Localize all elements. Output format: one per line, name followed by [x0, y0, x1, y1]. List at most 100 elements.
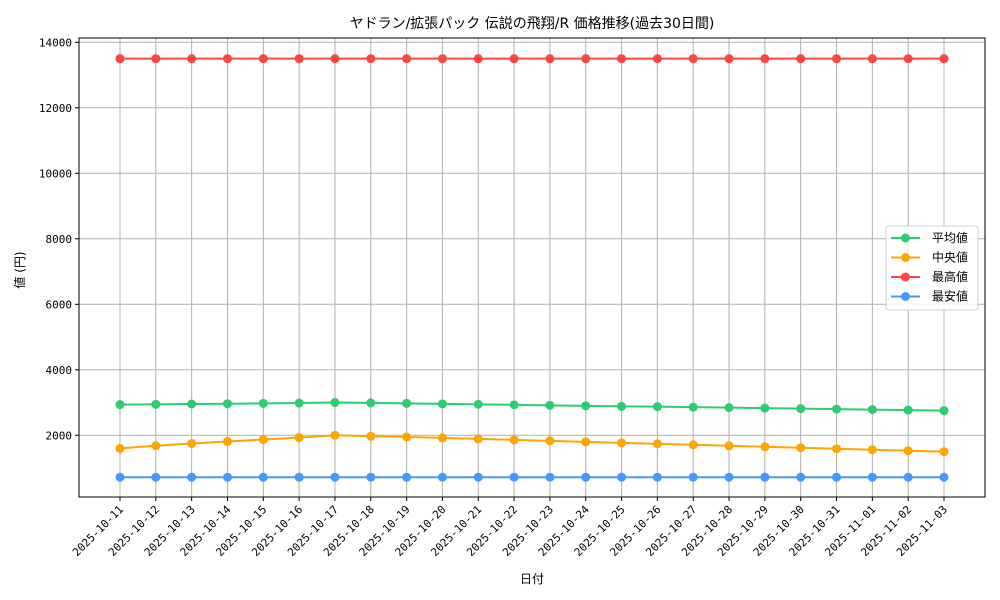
x-axis-ticks: 2025-10-112025-10-122025-10-132025-10-14…	[70, 497, 950, 559]
data-point	[688, 472, 698, 482]
data-point	[867, 405, 877, 415]
data-point	[151, 399, 161, 409]
legend-marker-icon	[901, 233, 910, 243]
data-point	[258, 54, 268, 64]
data-point	[222, 472, 232, 482]
data-point	[509, 472, 519, 482]
data-point	[545, 436, 555, 446]
data-point	[688, 402, 698, 412]
series-line	[115, 54, 949, 64]
legend-item: 平均値	[891, 230, 968, 245]
data-point	[903, 405, 913, 415]
data-point	[187, 54, 197, 64]
data-point	[939, 447, 949, 457]
y-tick-label: 8000	[46, 233, 73, 246]
data-point	[473, 434, 483, 444]
data-point	[473, 54, 483, 64]
data-point	[796, 54, 806, 64]
data-point	[294, 398, 304, 408]
legend-item: 最安値	[891, 289, 968, 304]
data-point	[330, 472, 340, 482]
data-point	[187, 472, 197, 482]
data-point	[473, 472, 483, 482]
legend-marker-icon	[901, 292, 910, 301]
data-point	[652, 402, 662, 412]
y-axis-ticks: 2000 4000 6000 8000 10000 12000 14000	[39, 36, 79, 442]
data-point	[187, 399, 197, 409]
data-point	[903, 54, 913, 64]
data-point	[115, 443, 125, 453]
data-point	[939, 54, 949, 64]
series-line	[115, 472, 949, 482]
data-point	[760, 54, 770, 64]
data-series	[115, 54, 949, 482]
data-point	[581, 472, 591, 482]
data-point	[473, 399, 483, 409]
legend-label: 中央値	[932, 250, 968, 265]
data-point	[545, 54, 555, 64]
data-point	[903, 472, 913, 482]
y-tick-label: 2000	[46, 429, 73, 442]
data-point	[294, 54, 304, 64]
data-point	[115, 54, 125, 64]
data-point	[437, 472, 447, 482]
data-point	[652, 439, 662, 449]
data-point	[617, 438, 627, 448]
data-point	[402, 432, 412, 442]
y-tick-label: 4000	[46, 364, 73, 377]
data-point	[222, 54, 232, 64]
data-point	[688, 54, 698, 64]
data-point	[724, 441, 734, 451]
data-point	[402, 54, 412, 64]
data-point	[222, 437, 232, 447]
x-axis-label: 日付	[520, 572, 544, 586]
y-tick-label: 14000	[39, 36, 72, 49]
data-point	[115, 472, 125, 482]
legend-marker-icon	[901, 253, 910, 262]
legend-marker-icon	[901, 272, 910, 282]
data-point	[366, 398, 376, 408]
data-point	[617, 54, 627, 64]
y-axis-label: 値 (円)	[12, 251, 27, 288]
data-point	[509, 435, 519, 445]
data-point	[832, 472, 842, 482]
data-point	[402, 398, 412, 408]
data-point	[760, 442, 770, 452]
data-point	[760, 472, 770, 482]
data-point	[581, 401, 591, 411]
data-point	[151, 441, 161, 451]
data-point	[867, 472, 877, 482]
y-tick-label: 12000	[39, 102, 72, 115]
grid-lines	[79, 38, 985, 497]
legend-label: 最高値	[932, 269, 968, 284]
data-point	[832, 444, 842, 454]
legend-item: 最高値	[891, 269, 968, 284]
data-point	[688, 440, 698, 450]
data-point	[617, 401, 627, 411]
data-point	[437, 54, 447, 64]
data-point	[545, 472, 555, 482]
legend-box	[885, 225, 979, 311]
data-point	[867, 54, 877, 64]
data-point	[151, 54, 161, 64]
data-point	[330, 54, 340, 64]
data-point	[187, 438, 197, 448]
y-tick-label: 10000	[39, 167, 72, 180]
y-tick-label: 6000	[46, 298, 73, 311]
data-point	[294, 472, 304, 482]
legend-item: 中央値	[891, 250, 968, 265]
data-point	[115, 400, 125, 410]
data-point	[330, 398, 340, 408]
data-point	[652, 472, 662, 482]
data-point	[832, 404, 842, 414]
data-point	[724, 403, 734, 413]
data-point	[581, 437, 591, 447]
data-point	[402, 472, 412, 482]
data-point	[330, 430, 340, 440]
data-point	[366, 472, 376, 482]
data-point	[796, 472, 806, 482]
legend-label: 最安値	[932, 289, 968, 304]
data-point	[617, 472, 627, 482]
